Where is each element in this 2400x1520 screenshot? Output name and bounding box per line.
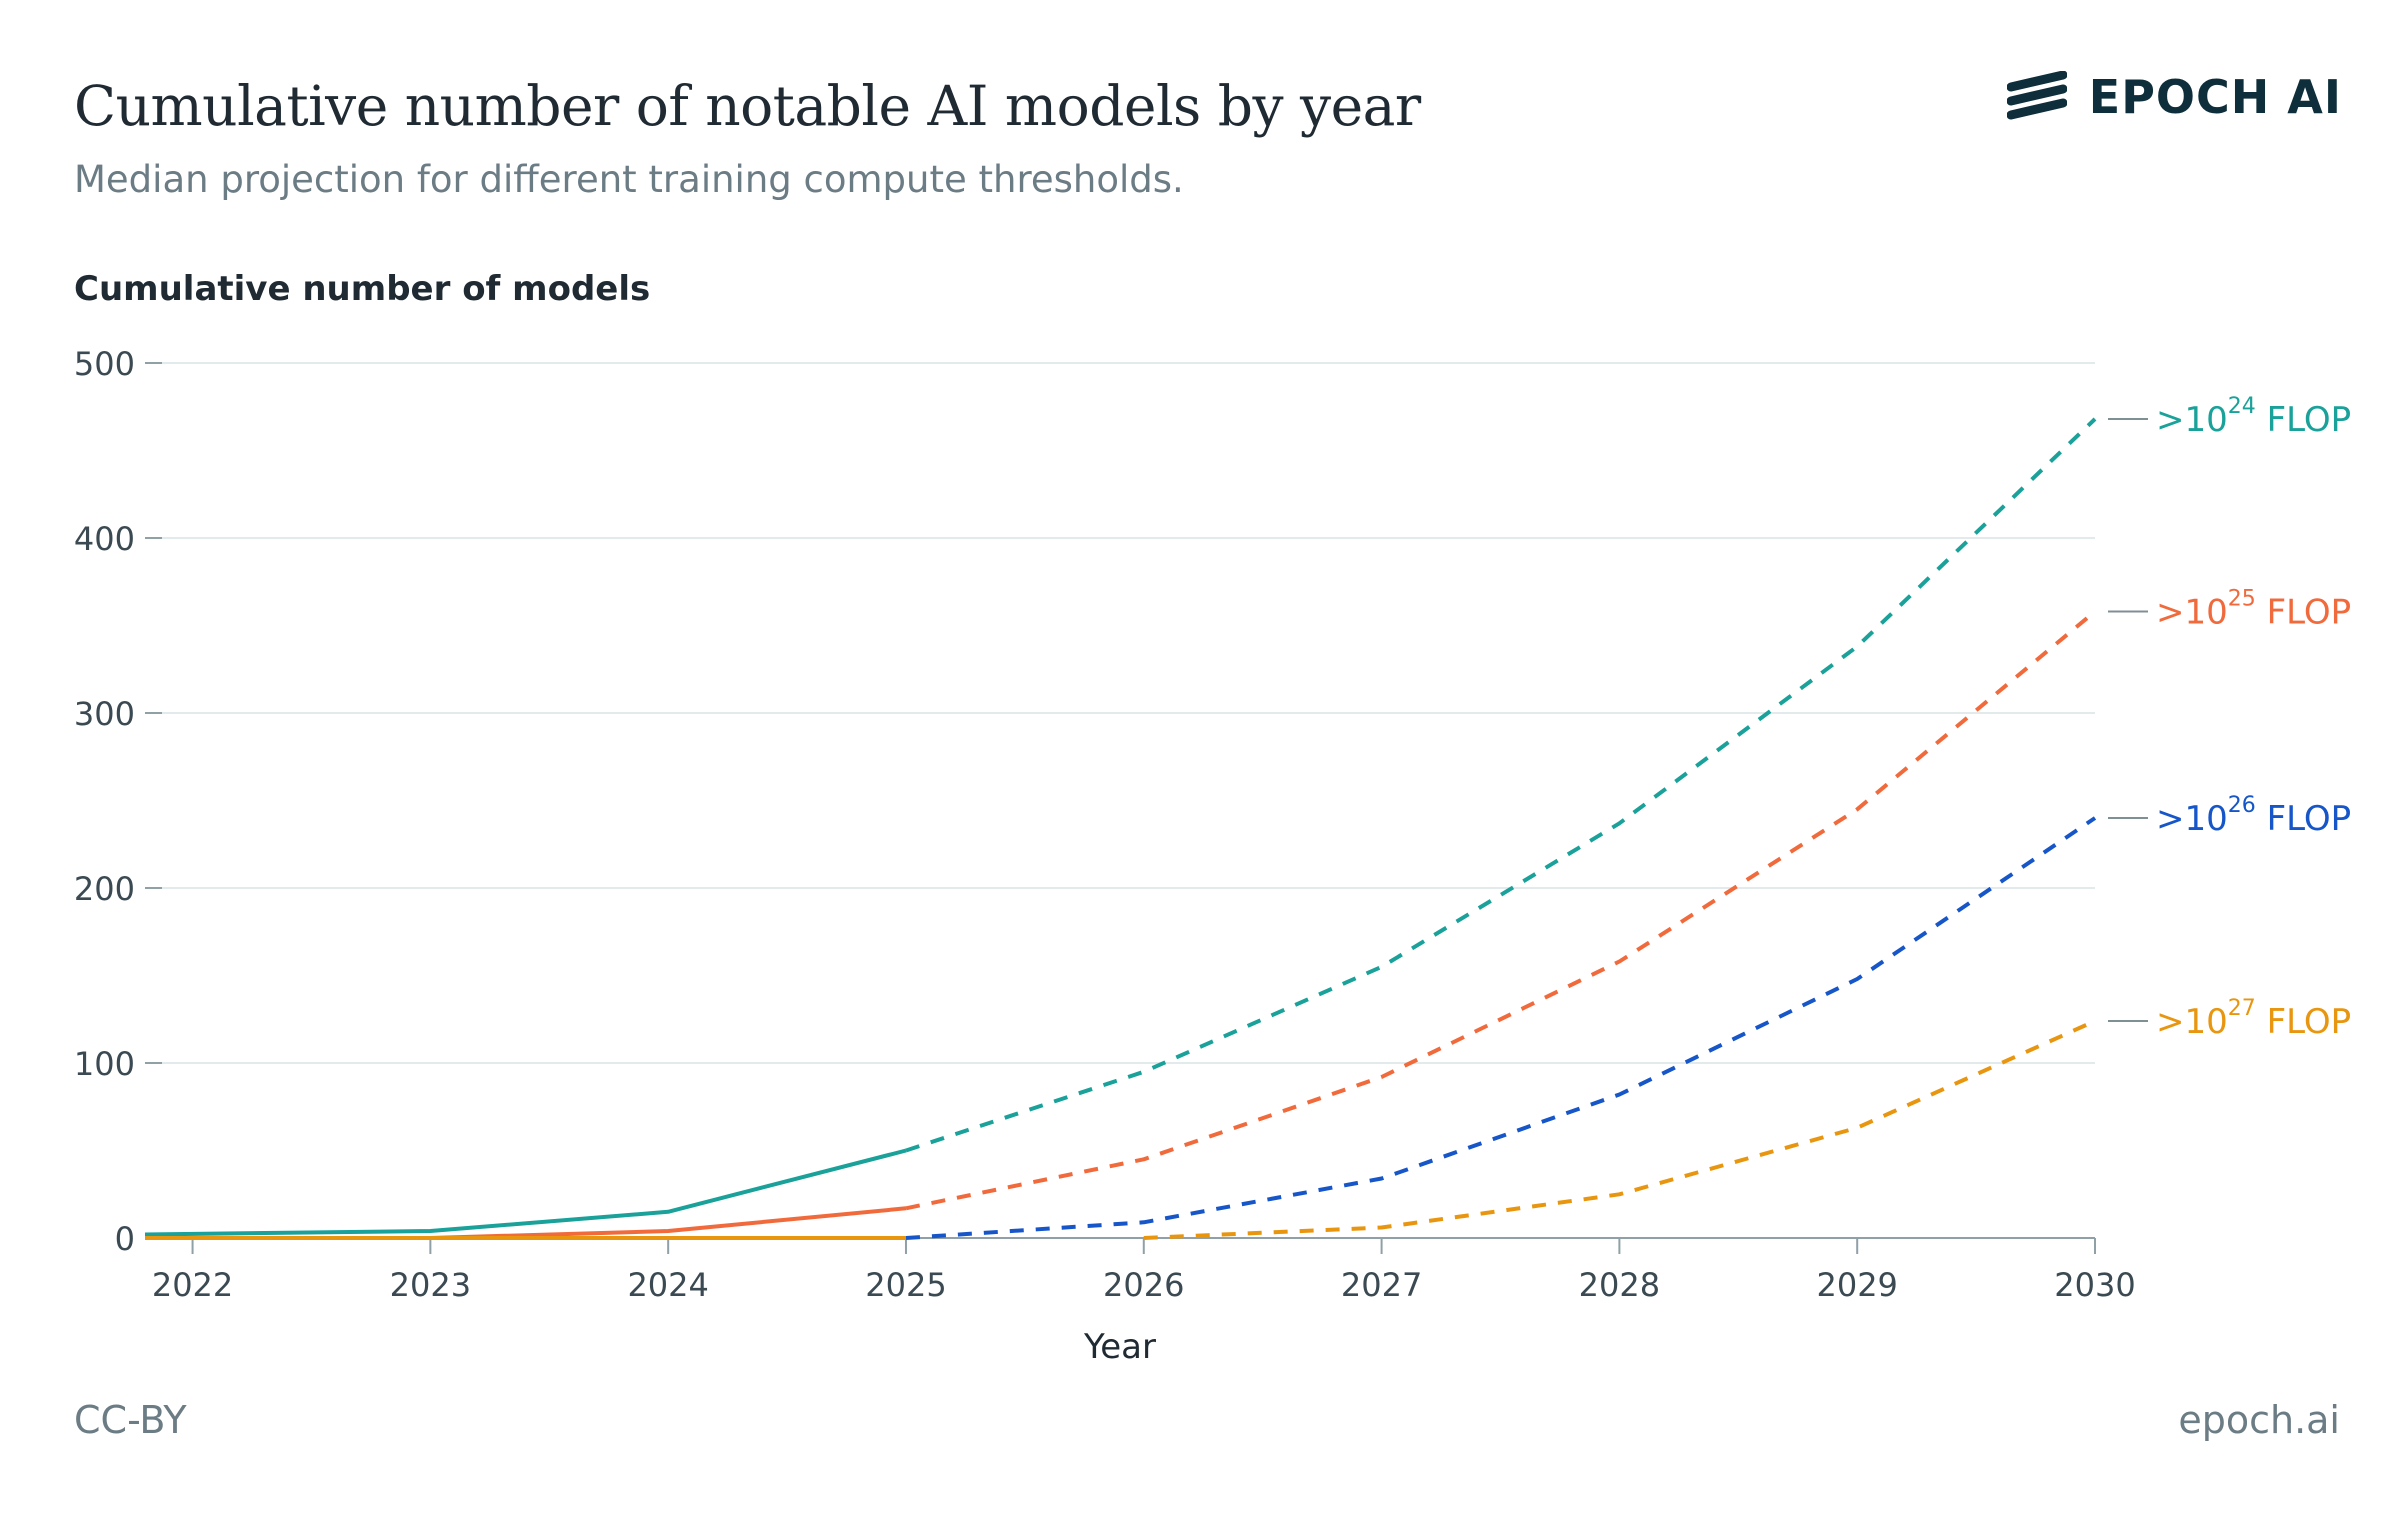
epoch-stripes-icon [2006, 71, 2067, 120]
chart-title: Cumulative number of notable AI models b… [74, 74, 1421, 138]
y-tick-label: 100 [74, 1045, 135, 1083]
site-link[interactable]: epoch.ai [2178, 1398, 2340, 1442]
x-tick-label: 2030 [2054, 1266, 2135, 1304]
series-label: >1027 FLOP [2156, 996, 2351, 1042]
series-label-unit: FLOP [2256, 593, 2351, 633]
y-axis-label: Cumulative number of models [74, 269, 650, 309]
series-label-exponent: 24 [2228, 394, 2256, 419]
epoch-logo[interactable]: EPOCH AI [2006, 70, 2342, 124]
series-label-base: >10 [2156, 400, 2228, 440]
x-tick-label: 2022 [152, 1266, 233, 1304]
series-label-exponent: 26 [2228, 793, 2256, 818]
y-tick-label: 400 [74, 520, 135, 558]
y-tick-label: 0 [115, 1220, 135, 1258]
license-label: CC-BY [74, 1398, 187, 1442]
logo-text: EPOCH AI [2088, 70, 2342, 124]
x-tick-label: 2024 [627, 1266, 708, 1304]
x-tick-label: 2028 [1579, 1266, 1660, 1304]
series-projection-line [905, 816, 2097, 1240]
x-tick-label: 2025 [865, 1266, 946, 1304]
series-label: >1025 FLOP [2156, 587, 2351, 633]
y-tick-label: 500 [74, 345, 135, 383]
series-historical-line [144, 1148, 907, 1237]
series-label-unit: FLOP [2256, 1002, 2351, 1042]
series-label-base: >10 [2156, 593, 2228, 633]
x-tick-label: 2026 [1103, 1266, 1184, 1304]
series-label: >1024 FLOP [2156, 394, 2351, 440]
x-tick-label: 2029 [1816, 1266, 1897, 1304]
x-axis-label: Year [1083, 1327, 1156, 1367]
series-label: >1026 FLOP [2156, 793, 2351, 839]
series-projection-line [1143, 1019, 2096, 1240]
series-label-unit: FLOP [2256, 400, 2351, 440]
y-tick-label: 200 [74, 870, 135, 908]
x-tick-label: 2027 [1341, 1266, 1422, 1304]
series-label-base: >10 [2156, 1002, 2228, 1042]
y-tick-label: 300 [74, 695, 135, 733]
series-label-exponent: 27 [2228, 996, 2256, 1021]
series-projection-line [905, 417, 2097, 1153]
series-label-exponent: 25 [2228, 587, 2256, 612]
series-label-unit: FLOP [2256, 799, 2351, 839]
x-tick-label: 2023 [390, 1266, 471, 1304]
series-projection-line [905, 609, 2097, 1211]
chart-subtitle: Median projection for different training… [74, 158, 1184, 201]
line-chart: Cumulative number of models 0 100 200 300 400… [74, 269, 2351, 1367]
series-label-base: >10 [2156, 799, 2228, 839]
